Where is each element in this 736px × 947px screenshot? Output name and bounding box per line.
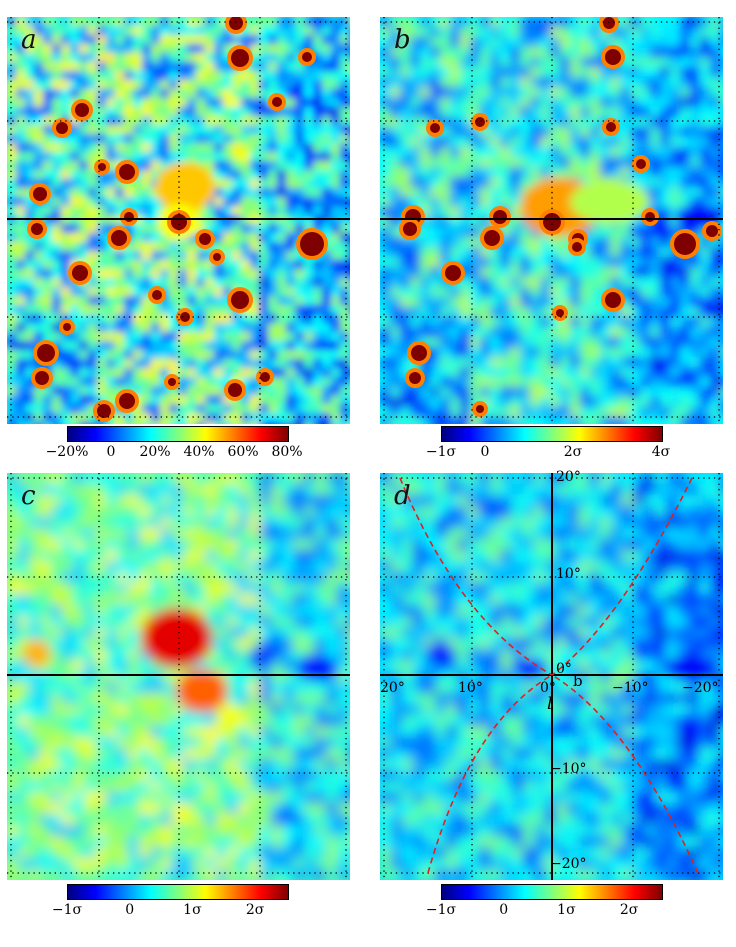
panel-b-label: b: [394, 25, 411, 55]
l-tick-minus10: −10°: [550, 761, 587, 777]
b-axis-label: b: [573, 672, 583, 690]
b-tick-20: 20°: [380, 680, 405, 696]
colorbar-tick: 2σ: [563, 444, 583, 460]
l-tick-10: 10°: [556, 566, 581, 582]
l-axis-label: l: [547, 694, 553, 714]
colorbar-tick: −1σ: [425, 444, 457, 460]
b-tick-10: 10°: [458, 680, 483, 696]
l-tick-0: 0°: [556, 661, 572, 677]
colorbar-tick: 0: [106, 444, 116, 460]
panel-a-label: a: [21, 25, 37, 55]
colorbar-tick: 20%: [139, 444, 171, 460]
colorbar-tick: −1σ: [425, 902, 457, 918]
colorbar-tick: −20%: [45, 444, 89, 460]
b-tick-0: 0°: [540, 680, 556, 696]
b-tick-minus10: −10°: [612, 680, 649, 696]
panel-d-axes: 20° 10° 0° −10° −20° b 20° 10° 0° −10° −…: [380, 469, 723, 880]
panel-a-map: a: [7, 17, 350, 424]
panel-d-label: d: [394, 481, 411, 511]
l-tick-minus20: −20°: [550, 856, 587, 872]
colorbar-a: [67, 426, 289, 442]
heatmap-b: [380, 17, 723, 424]
panel-b-map: b: [380, 17, 723, 424]
colorbar-tick: 0: [499, 902, 509, 918]
colorbar-tick: 0: [125, 902, 135, 918]
colorbar-b: [441, 426, 663, 442]
b-tick-minus20: −20°: [682, 680, 719, 696]
colorbar-tick: −1σ: [51, 902, 83, 918]
colorbar-tick: 2σ: [619, 902, 639, 918]
colorbar-tick: 80%: [271, 444, 303, 460]
colorbar-tick: 2σ: [245, 902, 265, 918]
colorbar-tick: 60%: [227, 444, 259, 460]
heatmap-c: [7, 473, 350, 880]
heatmap-a: [7, 17, 350, 424]
colorbar-c: [67, 884, 289, 900]
l-tick-20: 20°: [556, 469, 581, 485]
colorbar-tick: 0: [480, 444, 490, 460]
colorbar-tick: 40%: [183, 444, 215, 460]
panel-c-label: c: [21, 481, 36, 511]
colorbar-d: [441, 884, 663, 900]
colorbar-tick: 1σ: [183, 902, 202, 918]
panel-c-map: c: [7, 473, 350, 880]
panel-d-map: d: [380, 473, 723, 880]
heatmap-d: [380, 473, 723, 880]
colorbar-tick: 1σ: [557, 902, 576, 918]
colorbar-tick: 4σ: [651, 444, 671, 460]
